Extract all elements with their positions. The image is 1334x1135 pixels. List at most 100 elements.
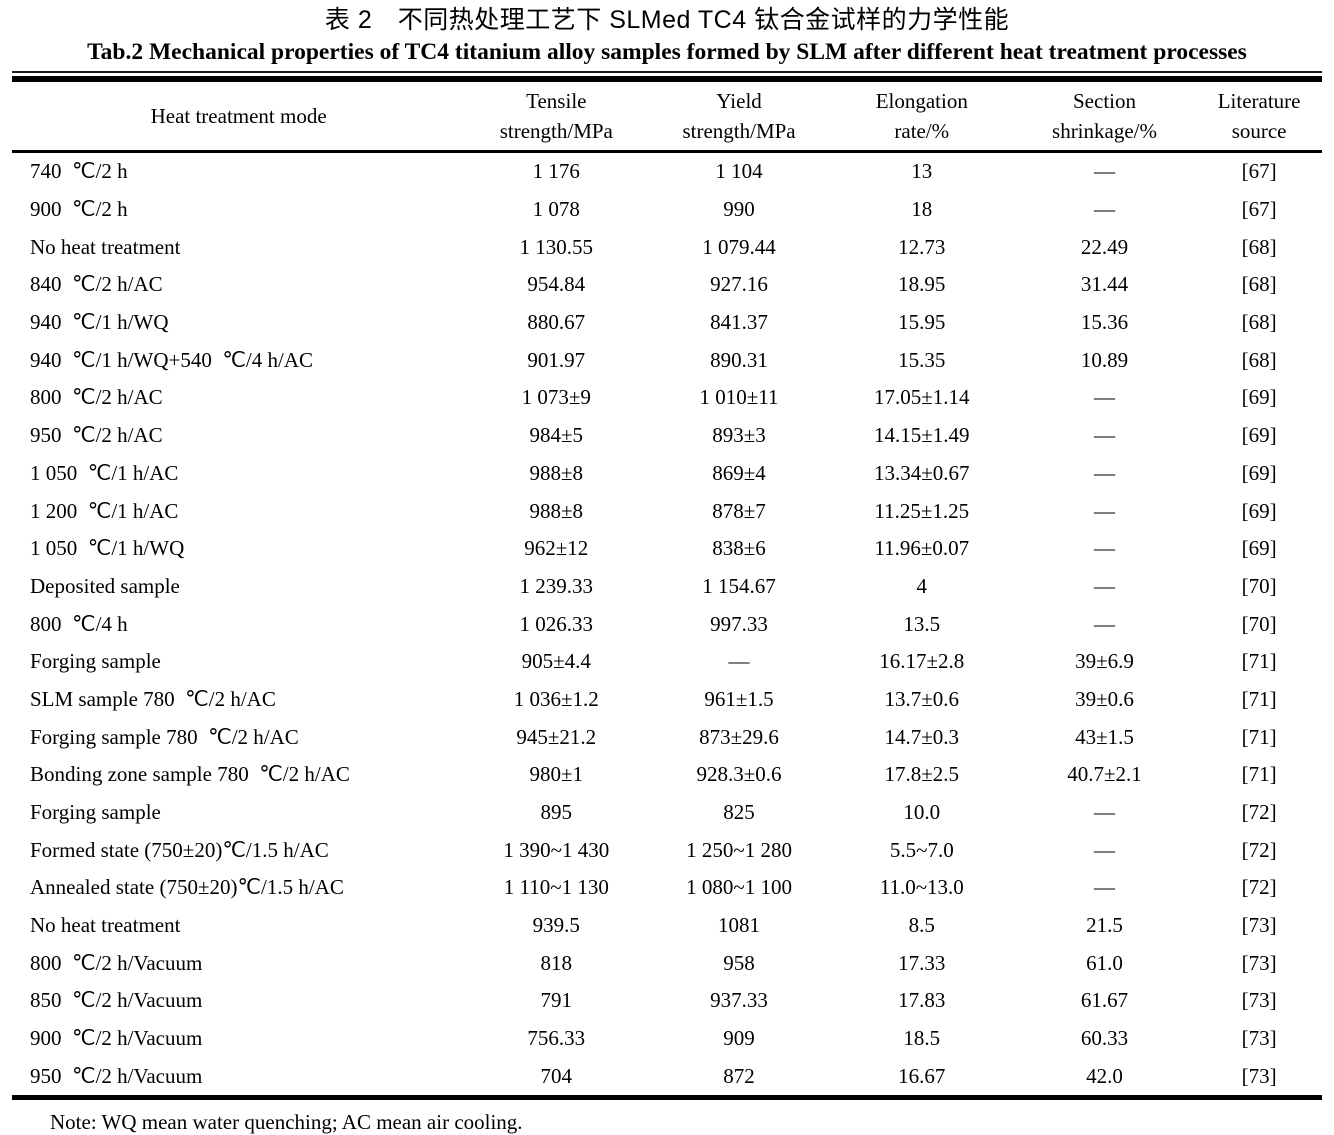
cell-yield-strength: 838±6	[712, 536, 766, 561]
header-line: shrinkage/%	[1052, 119, 1157, 143]
cell-heat-treatment-mode: Forging sample	[30, 800, 161, 825]
cell-tensile-strength: 1 078	[532, 197, 580, 222]
cell-literature-source: [68]	[1241, 234, 1277, 259]
cell-elongation-rate: 11.96±0.07	[874, 536, 970, 561]
cell-tensile-strength: 1 176	[532, 159, 580, 184]
cell-section-shrinkage: —	[1094, 536, 1115, 561]
table-row: 1 050 ℃/1 h/AC 988±8 869±4 13.34±0.67 — [69]	[12, 455, 1322, 493]
table-header: Heat treatment mode Tensile strength/MPa Yi…	[12, 82, 1322, 153]
cell-tensile-strength: 818	[540, 950, 573, 975]
cell-elongation-rate: 15.35	[898, 347, 946, 372]
cell-section-shrinkage: 43±1.5	[1075, 724, 1134, 749]
cell-tensile-strength: 1 130.55	[519, 234, 594, 259]
cell-tensile-strength: 901.97	[527, 347, 586, 372]
table-row: 740 ℃/2 h 1 176 1 104 13 — [67]	[12, 152, 1322, 191]
cell-heat-treatment-mode: 800 ℃/2 h/Vacuum	[30, 950, 203, 975]
table-row: 840 ℃/2 h/AC 954.84 927.16 18.95 31.44 [68]	[12, 266, 1322, 304]
cell-tensile-strength: 954.84	[527, 272, 586, 297]
top-rule-thin	[12, 71, 1322, 73]
table-row: Deposited sample 1 239.33 1 154.67 4 — [70]	[12, 568, 1322, 606]
cell-section-shrinkage: 61.0	[1086, 950, 1123, 975]
table-row: Formed state (750±20)℃/1.5 h/AC 1 390~1 4…	[12, 831, 1322, 869]
cell-yield-strength: 872	[723, 1063, 755, 1088]
cell-section-shrinkage: 61.67	[1080, 988, 1129, 1013]
table-row: 900 ℃/2 h/Vacuum 756.33 909 18.5 60.33 [73]	[12, 1020, 1322, 1058]
cell-heat-treatment-mode: 940 ℃/1 h/WQ	[30, 310, 169, 335]
cell-tensile-strength: 939.5	[532, 913, 580, 938]
cell-elongation-rate: 18.95	[898, 272, 946, 297]
cell-tensile-strength: 1 036±1.2	[513, 686, 599, 711]
cell-tensile-strength: 1 390~1 430	[503, 837, 610, 862]
cell-yield-strength: 928.3±0.6	[696, 762, 782, 787]
header-line: Elongation	[875, 89, 968, 113]
cell-literature-source: [69]	[1241, 385, 1277, 410]
cell-elongation-rate: 18	[911, 197, 933, 222]
cell-section-shrinkage: —	[1094, 611, 1115, 636]
cell-heat-treatment-mode: 940 ℃/1 h/WQ+540 ℃/4 h/AC	[30, 347, 314, 372]
cell-section-shrinkage: 21.5	[1086, 913, 1123, 938]
cell-elongation-rate: 14.15±1.49	[874, 423, 970, 448]
cell-literature-source: [67]	[1241, 159, 1277, 184]
cell-yield-strength: 878±7	[712, 498, 766, 523]
cell-section-shrinkage: —	[1094, 159, 1115, 184]
cell-literature-source: [72]	[1241, 875, 1277, 900]
cell-heat-treatment-mode: 950 ℃/2 h/AC	[30, 423, 163, 448]
cell-heat-treatment-mode: 740 ℃/2 h	[30, 159, 128, 184]
cell-yield-strength: 927.16	[710, 272, 768, 297]
table-row: Annealed state (750±20)℃/1.5 h/AC 1 110~1…	[12, 869, 1322, 907]
cell-elongation-rate: 17.83	[898, 988, 946, 1013]
cell-literature-source: [70]	[1241, 611, 1277, 636]
cell-literature-source: [68]	[1241, 310, 1277, 335]
column-header-tensile-strength: Tensile strength/MPa	[465, 82, 648, 153]
cell-yield-strength: 869±4	[712, 460, 766, 485]
cell-heat-treatment-mode: 840 ℃/2 h/AC	[30, 272, 163, 297]
cell-elongation-rate: 16.67	[898, 1063, 946, 1088]
cell-yield-strength: 1 080~1 100	[686, 875, 792, 900]
table-row: 800 ℃/2 h/Vacuum 818 958 17.33 61.0 [73]	[12, 944, 1322, 982]
cell-heat-treatment-mode: Bonding zone sample 780 ℃/2 h/AC	[30, 762, 350, 787]
column-header-heat-treatment-mode: Heat treatment mode	[12, 82, 466, 153]
table-row: 900 ℃/2 h 1 078 990 18 — [67]	[12, 191, 1322, 229]
cell-yield-strength: 1 079.44	[702, 234, 776, 259]
column-header-yield-strength: Yield strength/MPa	[647, 82, 831, 153]
cell-section-shrinkage: —	[1094, 573, 1115, 598]
cell-section-shrinkage: 22.49	[1080, 234, 1129, 259]
cell-heat-treatment-mode: 950 ℃/2 h/Vacuum	[30, 1063, 203, 1088]
cell-section-shrinkage: 15.36	[1080, 310, 1129, 335]
cell-tensile-strength: 756.33	[527, 1026, 586, 1051]
cell-section-shrinkage: —	[1094, 875, 1115, 900]
table-row: No heat treatment 1 130.55 1 079.44 12.73 22…	[12, 228, 1322, 266]
cell-elongation-rate: 17.05±1.14	[874, 385, 970, 410]
cell-heat-treatment-mode: Forging sample 780 ℃/2 h/AC	[30, 724, 299, 749]
cell-literature-source: [70]	[1241, 573, 1277, 598]
cell-elongation-rate: 5.5~7.0	[889, 837, 954, 862]
mechanical-properties-table: Heat treatment mode Tensile strength/MPa Yi…	[12, 82, 1322, 1095]
cell-yield-strength: 997.33	[710, 611, 768, 636]
cell-literature-source: [71]	[1241, 649, 1277, 674]
cell-heat-treatment-mode: No heat treatment	[30, 234, 181, 259]
cell-literature-source: [72]	[1241, 837, 1277, 862]
cell-heat-treatment-mode: 850 ℃/2 h/Vacuum	[30, 988, 203, 1013]
header-line: strength/MPa	[682, 119, 796, 143]
cell-section-shrinkage: 10.89	[1080, 347, 1129, 372]
cell-heat-treatment-mode: Deposited sample	[30, 573, 180, 598]
header-line: Yield	[716, 89, 762, 113]
cell-yield-strength: 1 250~1 280	[686, 837, 792, 862]
cell-elongation-rate: 17.33	[898, 950, 946, 975]
cell-elongation-rate: 11.25±1.25	[874, 498, 970, 523]
cell-heat-treatment-mode: 900 ℃/2 h/Vacuum	[30, 1026, 203, 1051]
cell-yield-strength: 990	[723, 197, 755, 222]
cell-elongation-rate: 15.95	[898, 310, 946, 335]
cell-heat-treatment-mode: Formed state (750±20)℃/1.5 h/AC	[30, 837, 329, 862]
cell-section-shrinkage: —	[1094, 423, 1115, 448]
column-header-section-shrinkage: Section shrinkage/%	[1012, 82, 1197, 153]
cell-tensile-strength: 895	[540, 800, 573, 825]
top-rule-thick	[12, 76, 1322, 82]
table-title-chinese: 表 2 不同热处理工艺下 SLMed TC4 钛合金试样的力学性能	[324, 6, 1010, 34]
cell-section-shrinkage: 60.33	[1080, 1026, 1129, 1051]
table-title-english: Tab.2 Mechanical properties of TC4 titan…	[87, 39, 1247, 65]
cell-literature-source: [73]	[1241, 913, 1277, 938]
cell-elongation-rate: 16.17±2.8	[879, 649, 965, 674]
cell-yield-strength: 937.33	[710, 988, 768, 1013]
